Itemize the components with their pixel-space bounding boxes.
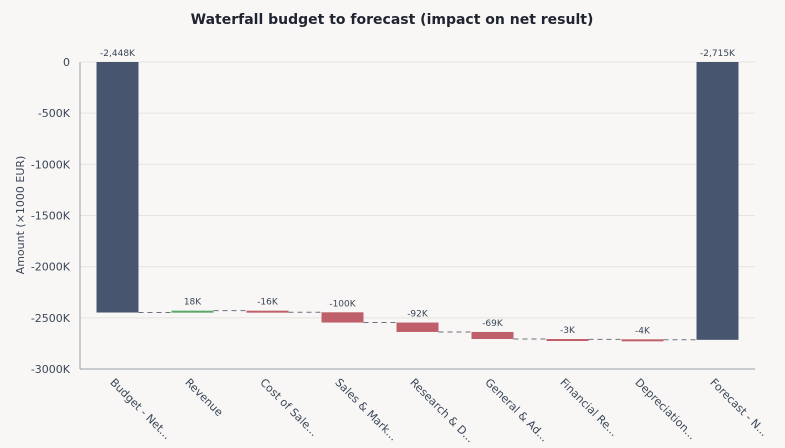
data-label: 18K [184, 298, 202, 308]
x-tick-label: Research & D... [407, 376, 476, 445]
bar-1 [171, 310, 214, 313]
data-label: -4K [635, 326, 651, 336]
y-tick-label: -1500K [31, 210, 71, 223]
category-labels: Budget - Net... Revenue Cost of Sale... Sal… [107, 376, 770, 445]
y-tick-label: -2000K [31, 261, 71, 274]
x-tick-label: General & Ad... [482, 376, 550, 444]
data-label: -2,448K [100, 49, 136, 59]
bar-3 [321, 312, 364, 323]
data-labels: -2,448K 18K -16K -100K -92K -69K -3K -4K -2,715K [100, 49, 736, 336]
bars [96, 62, 739, 342]
y-tick-label: -1000K [31, 158, 71, 171]
y-tick-label: -3000K [31, 363, 71, 376]
bar-8 [696, 62, 739, 340]
data-label: -92K [407, 310, 429, 320]
y-axis-label: Amount (×1000 EUR) [14, 156, 27, 275]
y-tick-label: -500K [38, 107, 71, 120]
connectors [138, 310, 697, 341]
x-tick-label: Budget - Net... [107, 376, 173, 442]
data-label: -2,715K [700, 49, 736, 59]
y-tick-label: -2500K [31, 312, 71, 325]
x-tick-label: Financial Re... [557, 376, 620, 439]
x-tick-label: Sales & Mark... [332, 376, 400, 444]
grid-lines [80, 61, 755, 319]
bar-7 [621, 339, 664, 342]
x-tick-label: Cost of Sale... [257, 376, 320, 439]
axes: 0 -500K -1000K -1500K -2000K -2500K -3000K [31, 56, 755, 376]
bar-4 [396, 322, 439, 332]
bar-2 [246, 310, 289, 313]
bar-6 [546, 339, 589, 342]
data-label: -69K [482, 319, 504, 329]
x-tick-label: Revenue [182, 376, 225, 419]
bar-5 [471, 331, 514, 340]
data-label: -16K [257, 298, 279, 308]
data-label: -100K [329, 299, 356, 309]
x-tick-label: Forecast - N... [707, 376, 770, 439]
chart-title: Waterfall budget to forecast (impact on … [191, 12, 594, 28]
x-tick-label: Depreciation... [632, 376, 698, 442]
y-tick-label: 0 [63, 56, 70, 69]
data-label: -3K [560, 326, 576, 336]
bar-0 [96, 62, 139, 313]
